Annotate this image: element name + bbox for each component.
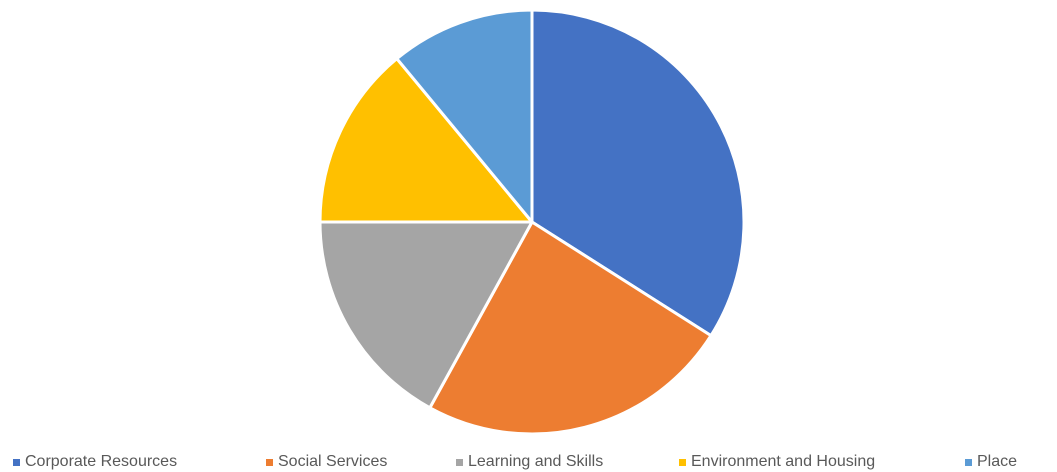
legend-swatch-corporate-resources xyxy=(13,458,20,466)
legend-item-environment-and-housing: Environment and Housing xyxy=(679,452,875,472)
pie-slice-environment-and-housing xyxy=(318,57,534,224)
legend-swatch-social-services xyxy=(266,458,273,466)
legend-swatch-place xyxy=(965,458,972,466)
legend-label-learning-and-skills: Learning and Skills xyxy=(468,453,604,470)
pie-slice-learning-and-skills xyxy=(318,220,534,410)
pie-slices xyxy=(318,8,746,436)
pie-slice-social-services xyxy=(428,220,713,436)
legend-label-place: Place xyxy=(977,453,1018,470)
legend-label-corporate-resources: Corporate Resources xyxy=(25,453,178,470)
legend-swatch-learning-and-skills xyxy=(456,458,463,466)
legend-label-social-services: Social Services xyxy=(278,453,388,470)
legend-item-learning-and-skills: Learning and Skills xyxy=(456,452,603,472)
legend-label-environment-and-housing: Environment and Housing xyxy=(691,453,876,470)
legend-item-social-services: Social Services xyxy=(266,452,387,472)
chart-legend: Corporate Resources Social Services Lear… xyxy=(0,452,1057,472)
legend-item-place: Place xyxy=(965,452,1017,472)
pie-slice-place xyxy=(395,8,534,224)
legend-swatch-environment-and-housing xyxy=(679,458,686,466)
legend-item-corporate-resources: Corporate Resources xyxy=(13,452,177,472)
